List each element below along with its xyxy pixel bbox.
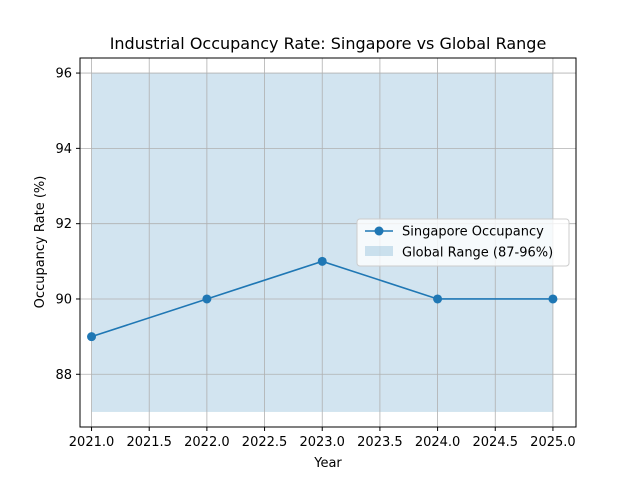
legend: Singapore Occupancy Global Range (87-96%) — [356, 218, 570, 267]
data-point — [202, 294, 212, 304]
x-tick-label: 2022.5 — [242, 435, 288, 450]
legend-label-global-range: Global Range (87-96%) — [402, 246, 553, 261]
x-tick-label: 2021.5 — [126, 435, 172, 450]
y-tick-label: 96 — [55, 67, 72, 82]
x-tick-label: 2021.0 — [69, 435, 115, 450]
x-tick-label: 2024.0 — [415, 435, 461, 450]
legend-box — [356, 218, 570, 267]
data-point — [433, 294, 443, 304]
x-axis-label: Year — [313, 456, 342, 471]
x-tick-label: 2023.0 — [299, 435, 345, 450]
series-layer — [87, 256, 558, 342]
data-point — [548, 294, 558, 304]
y-tick-label: 90 — [55, 292, 72, 307]
y-tick-label: 94 — [55, 142, 72, 157]
data-point — [317, 256, 327, 266]
y-tick-label: 88 — [55, 368, 72, 383]
axes-layer: 2021.0 2021.5 2022.0 2022.5 2023.0 2023.5 2024… — [55, 57, 577, 450]
x-tick-label: 2024.5 — [473, 435, 519, 450]
x-tick-label: 2025.0 — [530, 435, 576, 450]
x-tick-label: 2023.5 — [357, 435, 403, 450]
y-axis-label: Occupancy Rate (%) — [33, 176, 48, 309]
legend-band-swatch — [365, 246, 393, 256]
plot-frame — [79, 57, 577, 428]
data-point — [87, 332, 97, 342]
y-tick-label: 92 — [55, 217, 72, 232]
x-tick-label: 2022.0 — [184, 435, 230, 450]
chart-title: Industrial Occupancy Rate: Singapore vs … — [110, 34, 547, 53]
legend-label-singapore: Singapore Occupancy — [402, 225, 544, 240]
legend-marker-swatch — [374, 226, 384, 236]
